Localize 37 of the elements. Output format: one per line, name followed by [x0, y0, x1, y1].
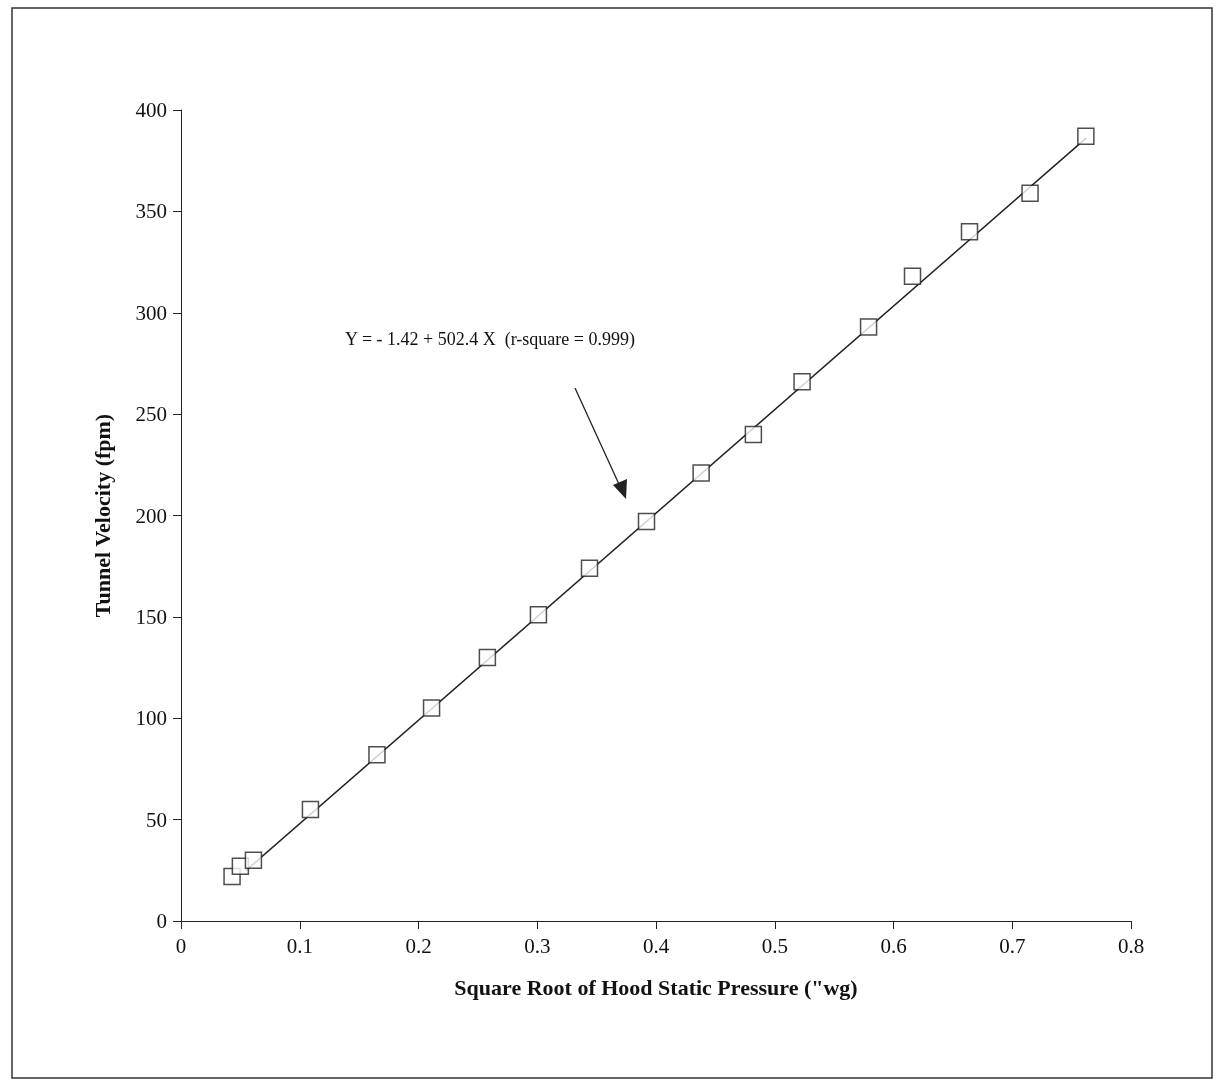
x-tick-label: 0.6 — [880, 933, 907, 958]
point — [637, 512, 656, 531]
x-tick-label: 0.4 — [642, 933, 670, 958]
y-tick-label: 350 — [135, 199, 167, 224]
x-tick-label: 0.8 — [1117, 933, 1145, 958]
x-tick-label: 0.7 — [999, 933, 1026, 958]
point — [301, 800, 320, 819]
y-tick-label: 0 — [156, 909, 167, 933]
point — [744, 425, 763, 444]
y-tick-label: 50 — [146, 807, 167, 832]
point — [1021, 184, 1039, 202]
annotation: Y = - 1.42 + 502.4 X (r-square = 0.999) — [345, 329, 635, 350]
x-axis-title: Square Root of Hood Static Pressure ("wg) — [454, 974, 858, 1000]
y-tick-label: 100 — [135, 706, 167, 731]
point — [859, 318, 878, 336]
y-axis-title: Tunnel Velocity (fpm) — [89, 413, 115, 618]
point — [368, 745, 386, 764]
x-tick-label: 0 — [175, 933, 187, 958]
x-tick-label: 0.5 — [761, 933, 788, 958]
point — [692, 464, 710, 482]
y-tick-label: 400 — [135, 98, 167, 122]
y-tick-label: 300 — [135, 300, 167, 325]
x-tick-label: 0.2 — [405, 933, 432, 958]
y-tick-label: 200 — [135, 503, 167, 528]
point — [478, 648, 497, 667]
point — [903, 267, 922, 286]
point — [529, 606, 548, 624]
point — [1077, 127, 1095, 146]
y-tick-label: 150 — [135, 604, 167, 629]
point — [422, 699, 441, 717]
point — [793, 372, 811, 391]
x-tick-label: 0.3 — [524, 933, 551, 958]
x-tick-label: 0.1 — [286, 933, 313, 958]
point — [244, 851, 263, 869]
y-tick-label: 250 — [135, 402, 167, 427]
point — [960, 222, 979, 241]
point — [580, 559, 599, 577]
